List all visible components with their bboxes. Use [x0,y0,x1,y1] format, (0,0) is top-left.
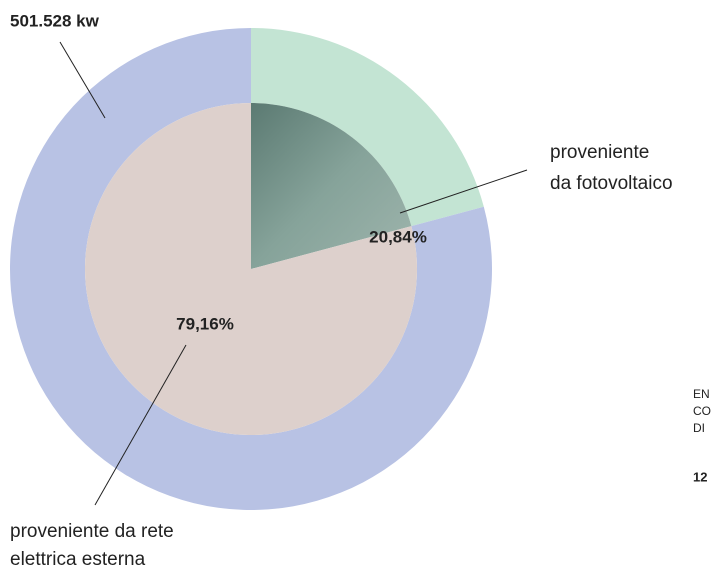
inner-slice [251,103,412,269]
leader-line [94,344,187,506]
legend-label: proveniente da rete [10,521,174,542]
value-label: 79,16% [176,314,234,333]
inner-slice [84,103,417,435]
legend-label: elettrica esterna [10,549,146,570]
value-label: 20,84% [369,227,427,246]
leader-line [399,169,528,214]
side-text: EN [693,387,710,401]
outer-slice [10,28,493,511]
total-label: 501.528 kw [10,11,100,30]
slices [10,28,493,511]
legend-label: da fotovoltaico [550,173,673,194]
leader-line [59,41,106,119]
side-text: CO [693,404,711,418]
legend-label: proveniente [550,142,649,163]
side-text: DI [693,421,705,435]
side-text: 12 [693,469,707,484]
outer-slice [251,28,484,227]
